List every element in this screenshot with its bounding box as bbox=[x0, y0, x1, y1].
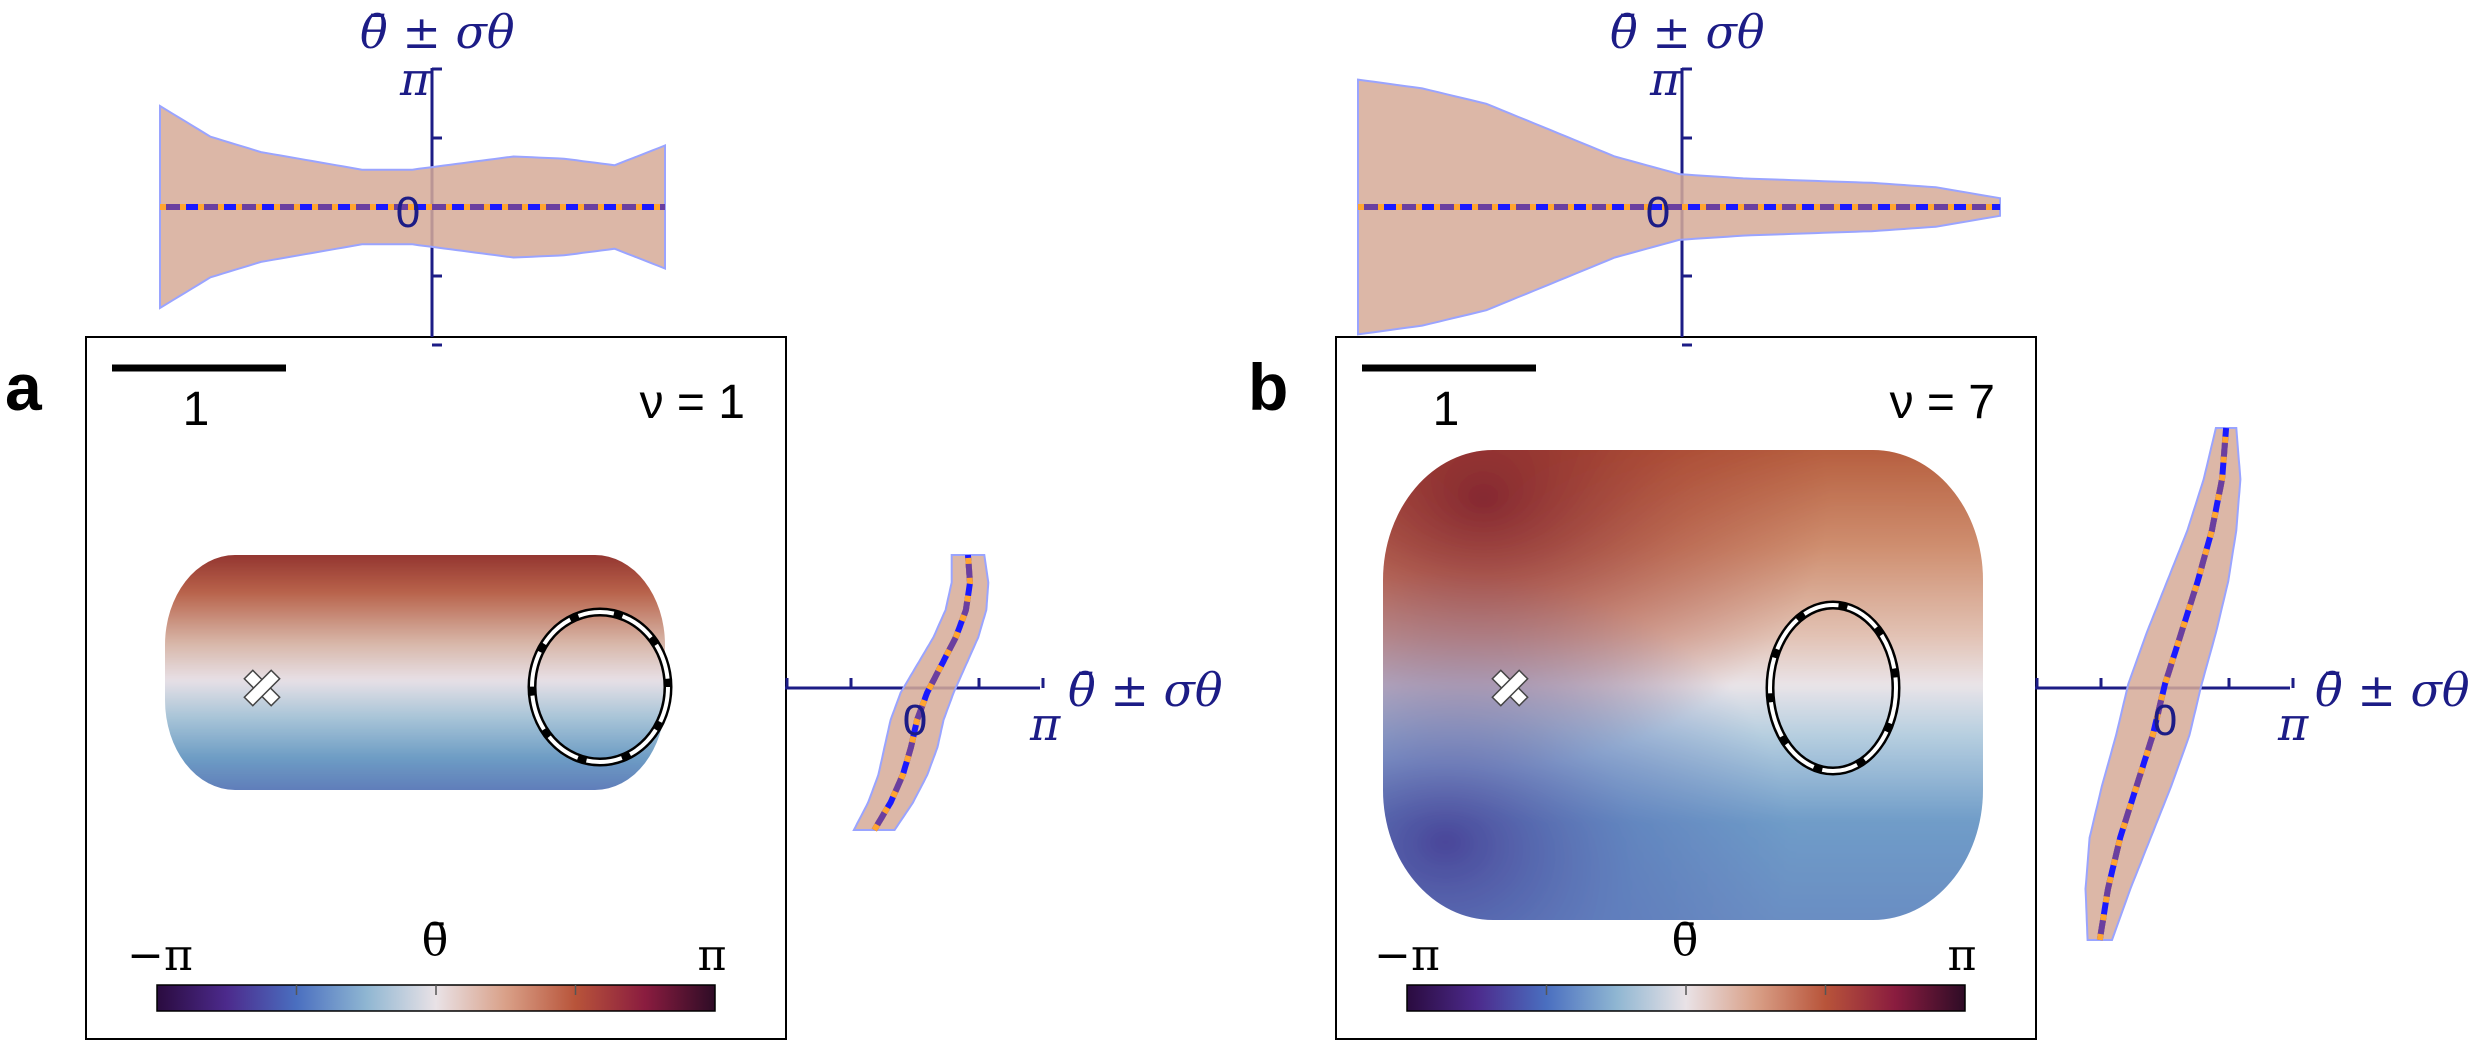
colorbar-title-b: θ̄ bbox=[1672, 915, 1699, 966]
profile-side-a-zero: 0 bbox=[903, 696, 927, 745]
profile-side-b-pi: π bbox=[2277, 697, 2309, 751]
profile-side-a-label: θ̄ ± σθ bbox=[1068, 663, 1223, 717]
profile-top-a-pi: π bbox=[399, 52, 431, 106]
profile-side-b-zero: 0 bbox=[2153, 696, 2177, 745]
profile-top-a: θ̄ ± σθ π 0 bbox=[159, 5, 666, 347]
profile-side-b-label: θ̄ ± σθ bbox=[2315, 663, 2470, 717]
profile-top-a-label: θ̄ ± σθ bbox=[360, 5, 515, 59]
panel-b: b 1 ν = 7 −π θ̄ π bbox=[1248, 5, 2470, 1040]
profile-top-b-zero: 0 bbox=[1646, 188, 1670, 237]
profile-top-b-pi: π bbox=[1649, 52, 1681, 106]
scale-bar-label-a: 1 bbox=[183, 383, 210, 436]
panel-letter-a: a bbox=[5, 350, 43, 424]
colorbar-max-a: π bbox=[698, 930, 727, 981]
heatmap-a-field bbox=[165, 555, 665, 790]
scale-bar-label-b: 1 bbox=[1433, 383, 1460, 436]
dashed-ellipse-a-inner bbox=[530, 610, 670, 764]
heatmap-b bbox=[1383, 450, 1983, 920]
colorbar-min-b: −π bbox=[1374, 930, 1440, 981]
cross-marker-b bbox=[1491, 669, 1529, 707]
profile-side-a-band bbox=[852, 554, 990, 831]
panel-letter-b: b bbox=[1248, 350, 1288, 424]
profile-top-b: θ̄ ± σθ π 0 bbox=[1357, 5, 2001, 347]
profile-top-b-label: θ̄ ± σθ bbox=[1610, 5, 1765, 59]
colorbar-min-a: −π bbox=[127, 930, 193, 981]
dashed-ellipse-b-inner bbox=[1768, 603, 1898, 773]
profile-side-a: 0 π θ̄ ± σθ bbox=[785, 554, 1223, 832]
colorbar-b: −π θ̄ π bbox=[1374, 915, 1977, 1012]
heatmap-b-blue-lobe bbox=[1383, 450, 1983, 920]
heatmap-a bbox=[165, 555, 673, 790]
cross-marker-a bbox=[243, 669, 281, 707]
colorbar-gradient-a bbox=[156, 984, 716, 1012]
nu-label-a: ν = 1 bbox=[640, 376, 745, 429]
colorbar-a: −π θ̄ π bbox=[127, 915, 727, 1012]
profile-side-a-pi: π bbox=[1029, 697, 1061, 751]
profile-top-a-zero: 0 bbox=[396, 188, 420, 237]
colorbar-max-b: π bbox=[1948, 930, 1977, 981]
profile-side-a-dash-purple bbox=[871, 554, 974, 832]
profile-side-b-dash-purple bbox=[2096, 427, 2230, 941]
colorbar-title-a: θ̄ bbox=[422, 915, 449, 966]
nu-label-b: ν = 7 bbox=[1890, 376, 1995, 429]
panel-a: a 1 ν = 1 −π θ̄ π θ̄ ± bbox=[5, 5, 1223, 1040]
profile-side-b: 0 π θ̄ ± σθ bbox=[2035, 427, 2470, 941]
